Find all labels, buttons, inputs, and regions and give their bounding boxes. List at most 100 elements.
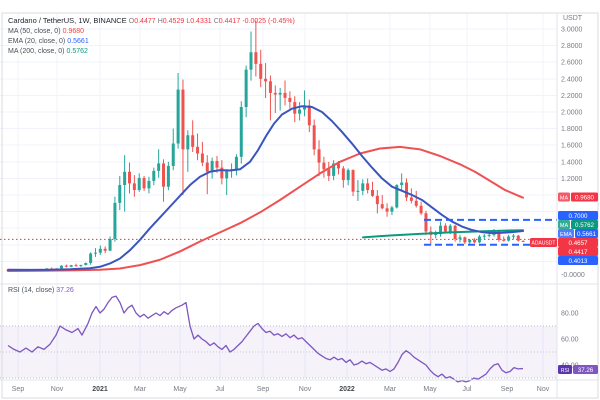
candle-body xyxy=(191,135,195,147)
ma200-axis-pill-tag xyxy=(558,220,570,229)
time-axis-label: 2021 xyxy=(92,386,108,393)
candle-body xyxy=(346,170,350,181)
price-tick-label: 1.8000 xyxy=(561,126,583,133)
candle-body xyxy=(322,162,326,170)
candle-body xyxy=(371,190,374,196)
ema20-axis-pill-text: 0.5661 xyxy=(577,231,596,238)
candle-body xyxy=(249,52,253,70)
candle-body xyxy=(157,163,161,171)
ma200-label: MA (200, close, 0) xyxy=(8,48,65,55)
candle-body xyxy=(468,239,472,243)
indicator-row-ma200: MA (200, close, 0) 0.5762 xyxy=(8,46,295,56)
indicator-row-ma50: MA (50, close, 0) 0.9680 xyxy=(8,26,295,36)
ma50-axis-pill xyxy=(571,192,598,202)
symbol-line-tag xyxy=(530,238,557,247)
upper-dashed-axis-pill xyxy=(558,211,598,220)
candle-body xyxy=(171,143,175,166)
ohlc-low-value: 0.4331 xyxy=(190,18,212,25)
rsi-axis-pill xyxy=(573,365,598,375)
candle-body xyxy=(302,105,306,110)
candle-body xyxy=(312,125,316,150)
lower-dashed-axis-pill-text: 0.4013 xyxy=(569,258,588,265)
candle-body xyxy=(482,235,486,237)
currency-label: USDT xyxy=(563,15,583,22)
candle-body xyxy=(244,69,248,108)
candle-body xyxy=(443,225,447,232)
candle-body xyxy=(108,238,112,251)
ohlc-change: -0.0025 (-0.45%) xyxy=(242,18,295,25)
ma200-line xyxy=(362,229,524,239)
candle-body xyxy=(307,105,311,126)
candle-body xyxy=(434,234,438,236)
candle-body xyxy=(113,202,117,239)
candle-body xyxy=(473,239,477,243)
candle-body xyxy=(162,163,166,187)
time-axis-label: Nov xyxy=(299,386,312,393)
price-tick-label: 3.0000 xyxy=(561,27,583,34)
candle-body xyxy=(366,183,370,191)
rsi-value: 37.26 xyxy=(56,287,74,294)
candle-body xyxy=(332,163,336,176)
ma200-axis-pill xyxy=(571,220,598,229)
time-axis-label: Sep xyxy=(12,386,25,393)
indicator-row-ema20: EMA (20, close, 0) 0.5661 xyxy=(8,36,295,46)
chart-legend: Cardano / TetherUS, 1W, BINANCE O0.4477 … xyxy=(8,16,295,56)
candle-body xyxy=(186,135,190,150)
ema20-line xyxy=(7,105,524,271)
last-price-axis-pill xyxy=(558,247,598,256)
candle-body xyxy=(132,183,136,191)
time-axis-label: May xyxy=(423,386,437,393)
price-tick-label: -0.0000 xyxy=(561,272,585,279)
price-tick-label: 1.4000 xyxy=(561,159,583,166)
candle-body xyxy=(103,248,107,251)
candle-body xyxy=(200,153,204,163)
candle-body xyxy=(458,237,462,239)
rsi-tick-label: 80.00 xyxy=(561,311,579,318)
rsi-line xyxy=(7,295,524,383)
candle-body xyxy=(521,240,525,242)
candle-body xyxy=(137,177,141,191)
ma200-axis-pill-tag-text: MA xyxy=(560,223,569,229)
candle-body xyxy=(123,171,127,186)
rsi-axis-pill-text: 37.26 xyxy=(578,367,594,374)
candle-body xyxy=(375,195,379,205)
candle-body xyxy=(317,149,321,163)
ohlc-open-label: O xyxy=(128,18,135,25)
ohlc-low-label: L xyxy=(186,18,191,25)
price-tick-label: 2.6000 xyxy=(561,60,583,67)
candle-body xyxy=(405,182,409,198)
legend-symbol-row: Cardano / TetherUS, 1W, BINANCE O0.4477 … xyxy=(8,16,295,26)
price-tick-label: 2.8000 xyxy=(561,43,583,50)
candle-body xyxy=(128,171,131,184)
candle-body xyxy=(225,170,229,179)
ohlc-open-value: 0.4477 xyxy=(134,18,156,25)
candle-body xyxy=(166,165,170,187)
ohlc-close-value: 0.4417 xyxy=(218,18,241,25)
candle-body xyxy=(273,92,277,95)
candle-body xyxy=(419,205,423,214)
candle-body xyxy=(239,107,243,157)
candle-body xyxy=(361,183,365,191)
price-tick-label: 1.6000 xyxy=(561,143,583,150)
candle-body xyxy=(89,253,93,263)
candle-body xyxy=(264,78,268,82)
candle-body xyxy=(448,225,452,232)
rsi-axis-pill-tag xyxy=(558,365,572,375)
candle-body xyxy=(215,160,219,168)
candle-body xyxy=(93,252,97,254)
dotted-level-axis-pill-text: 0.4657 xyxy=(569,240,588,247)
candle-body xyxy=(176,89,180,144)
candle-body xyxy=(385,208,389,212)
ma50-line xyxy=(7,145,524,272)
candle-body xyxy=(487,234,491,236)
ema20-axis-pill-tag xyxy=(558,229,574,238)
ma50-label: MA (50, close, 0) xyxy=(8,28,61,35)
candle-body xyxy=(463,237,467,243)
time-axis-label: Jul xyxy=(216,386,225,393)
ema20-value: 0.5661 xyxy=(67,38,89,45)
candle-body xyxy=(283,92,287,98)
candle-body xyxy=(59,265,63,269)
candle-body xyxy=(278,92,282,95)
candle-body xyxy=(507,236,511,241)
